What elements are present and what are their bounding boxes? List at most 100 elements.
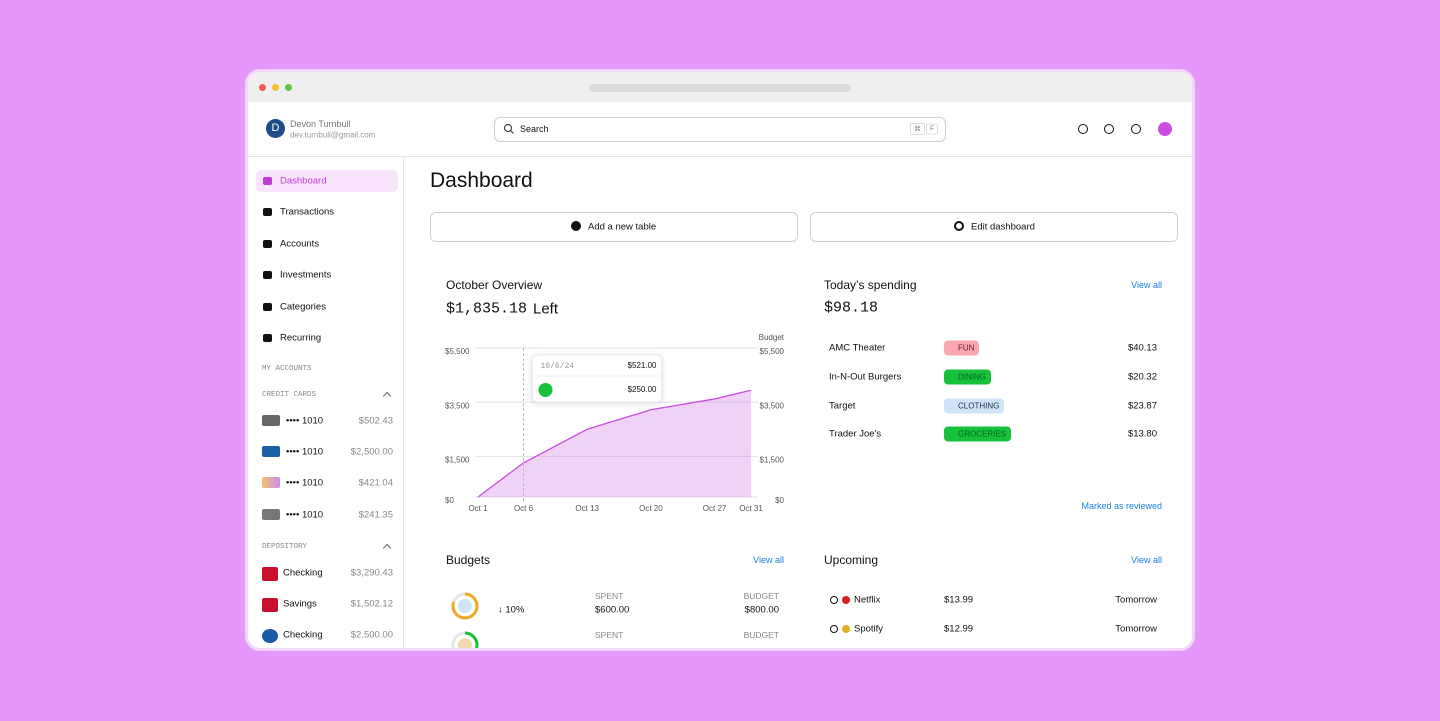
spent-value: $600.00	[595, 604, 630, 616]
overview-chart: $0 $0 $1,500 $1,500 $3,500 $3,500 $5,500 $5,500…	[445, 333, 785, 648]
account-name[interactable]: •••• 1010	[286, 509, 324, 521]
plus-icon	[571, 221, 581, 231]
min-dot[interactable]	[272, 84, 279, 91]
account-icon	[262, 598, 278, 612]
add-table-button[interactable]	[430, 212, 798, 242]
nav-icon	[263, 334, 272, 342]
nav-item[interactable]: Categories	[280, 301, 326, 313]
ring-progress	[451, 592, 479, 620]
account-name[interactable]: Checking	[283, 567, 323, 579]
y-tick-label: $1,500	[445, 455, 470, 464]
nav-item[interactable]: Recurring	[280, 332, 322, 344]
account-icon	[262, 477, 280, 488]
sidebar-border	[403, 156, 404, 648]
overview-amount: $1,835.18	[446, 300, 528, 318]
amount: $13.80	[1127, 428, 1157, 440]
gear-icon	[954, 221, 964, 231]
category-tag: CLOTHING	[944, 398, 1005, 414]
account-icon	[262, 567, 278, 581]
account-balance: $2,500.00	[350, 446, 393, 458]
header-border	[248, 156, 1192, 157]
merchant: Target	[829, 400, 856, 412]
group-label: CREDIT CARDS	[262, 391, 317, 399]
account-balance: $241.35	[358, 509, 393, 521]
area	[478, 390, 751, 497]
account-icon	[262, 415, 280, 426]
edit-dashboard-button[interactable]	[810, 212, 1178, 242]
account-name[interactable]: Savings	[283, 598, 317, 610]
view-all-link[interactable]: View all	[1131, 555, 1162, 565]
service-icon	[842, 596, 850, 604]
tooltip-item: $250.00	[628, 385, 657, 394]
nav-active-bg	[256, 170, 398, 192]
spent-label: SPENT	[595, 591, 624, 601]
nav-item[interactable]: Transactions	[280, 206, 335, 218]
service-name: Spotify	[854, 623, 884, 635]
address-bar	[589, 84, 851, 92]
card-title: Budgets	[446, 553, 491, 567]
service-icon	[842, 625, 850, 633]
shortcut-key: F	[926, 123, 939, 135]
spent-label: SPENT	[595, 630, 624, 640]
search-box[interactable]	[494, 117, 946, 142]
nav-item[interactable]: Investments	[280, 269, 332, 281]
max-dot[interactable]	[285, 84, 292, 91]
reviewed-link[interactable]: Marked as reviewed	[1081, 501, 1162, 511]
header-icon	[1131, 124, 1141, 134]
account-name[interactable]: •••• 1010	[286, 415, 324, 427]
tooltip-icon	[538, 383, 553, 397]
nav-icon	[263, 177, 272, 185]
line	[477, 389, 752, 498]
account-balance: $3,290.43	[350, 567, 393, 579]
account-name[interactable]: •••• 1010	[286, 477, 324, 489]
due-date: Tomorrow	[1115, 623, 1157, 635]
section-label: MY ACCOUNTS	[262, 365, 312, 373]
budget-label: BUDGET	[743, 630, 779, 640]
close-dot[interactable]	[259, 84, 266, 91]
action-label[interactable]: Add a new table	[588, 221, 657, 233]
ring-progress	[451, 631, 479, 648]
account-icon	[262, 629, 278, 643]
account-balance: $421.04	[358, 477, 393, 489]
budget-value: $800.00	[744, 604, 779, 616]
view-all-link[interactable]: View all	[1131, 280, 1162, 290]
nav-icon	[263, 271, 272, 279]
y2-tick-label: $3,500	[760, 401, 785, 410]
shortcut-key: ⌘	[910, 123, 925, 135]
y-tick-label: $5,500	[445, 347, 470, 356]
ring-icon	[458, 599, 472, 613]
merchant: AMC Theater	[829, 342, 886, 354]
account-balance: $1,502.12	[350, 598, 393, 610]
ring-icon	[458, 638, 472, 648]
header-icon	[1078, 124, 1088, 134]
account-icon	[262, 509, 280, 520]
x-tick-label: Oct 27	[703, 504, 727, 513]
card-title: October Overview	[446, 278, 543, 292]
y2-title: Budget	[759, 333, 785, 342]
add-button	[1158, 122, 1172, 136]
account-name[interactable]: •••• 1010	[286, 446, 324, 458]
x-tick-label: Oct 6	[514, 504, 534, 513]
account-balance: $2,500.00	[350, 629, 393, 641]
page-title: Dashboard	[430, 169, 533, 192]
action-label[interactable]: Edit dashboard	[971, 221, 1035, 233]
amount: $23.87	[1127, 400, 1157, 412]
avatar[interactable]: D	[266, 119, 285, 138]
nav-item[interactable]: Dashboard	[280, 175, 327, 187]
user-email: dev.turnbull@gmail.com	[290, 130, 376, 140]
nav-icon	[263, 208, 272, 216]
nav-item[interactable]: Accounts	[280, 238, 320, 250]
account-name[interactable]: Checking	[283, 629, 323, 641]
nav-icon	[263, 240, 272, 248]
budget-label: BUDGET	[743, 591, 779, 601]
user-name: Devon Turnbull	[290, 119, 351, 129]
category-tag: GROCERIES	[944, 426, 1012, 442]
view-all-link[interactable]: View all	[753, 555, 784, 565]
card-title: Today’s spending	[824, 278, 917, 292]
tooltip	[532, 354, 662, 403]
y2-tick-label: $1,500	[760, 455, 785, 464]
x-tick-label: Oct 1	[468, 504, 488, 513]
category-tag: DINING	[944, 369, 991, 385]
x-tick-label: Oct 31	[739, 504, 763, 513]
